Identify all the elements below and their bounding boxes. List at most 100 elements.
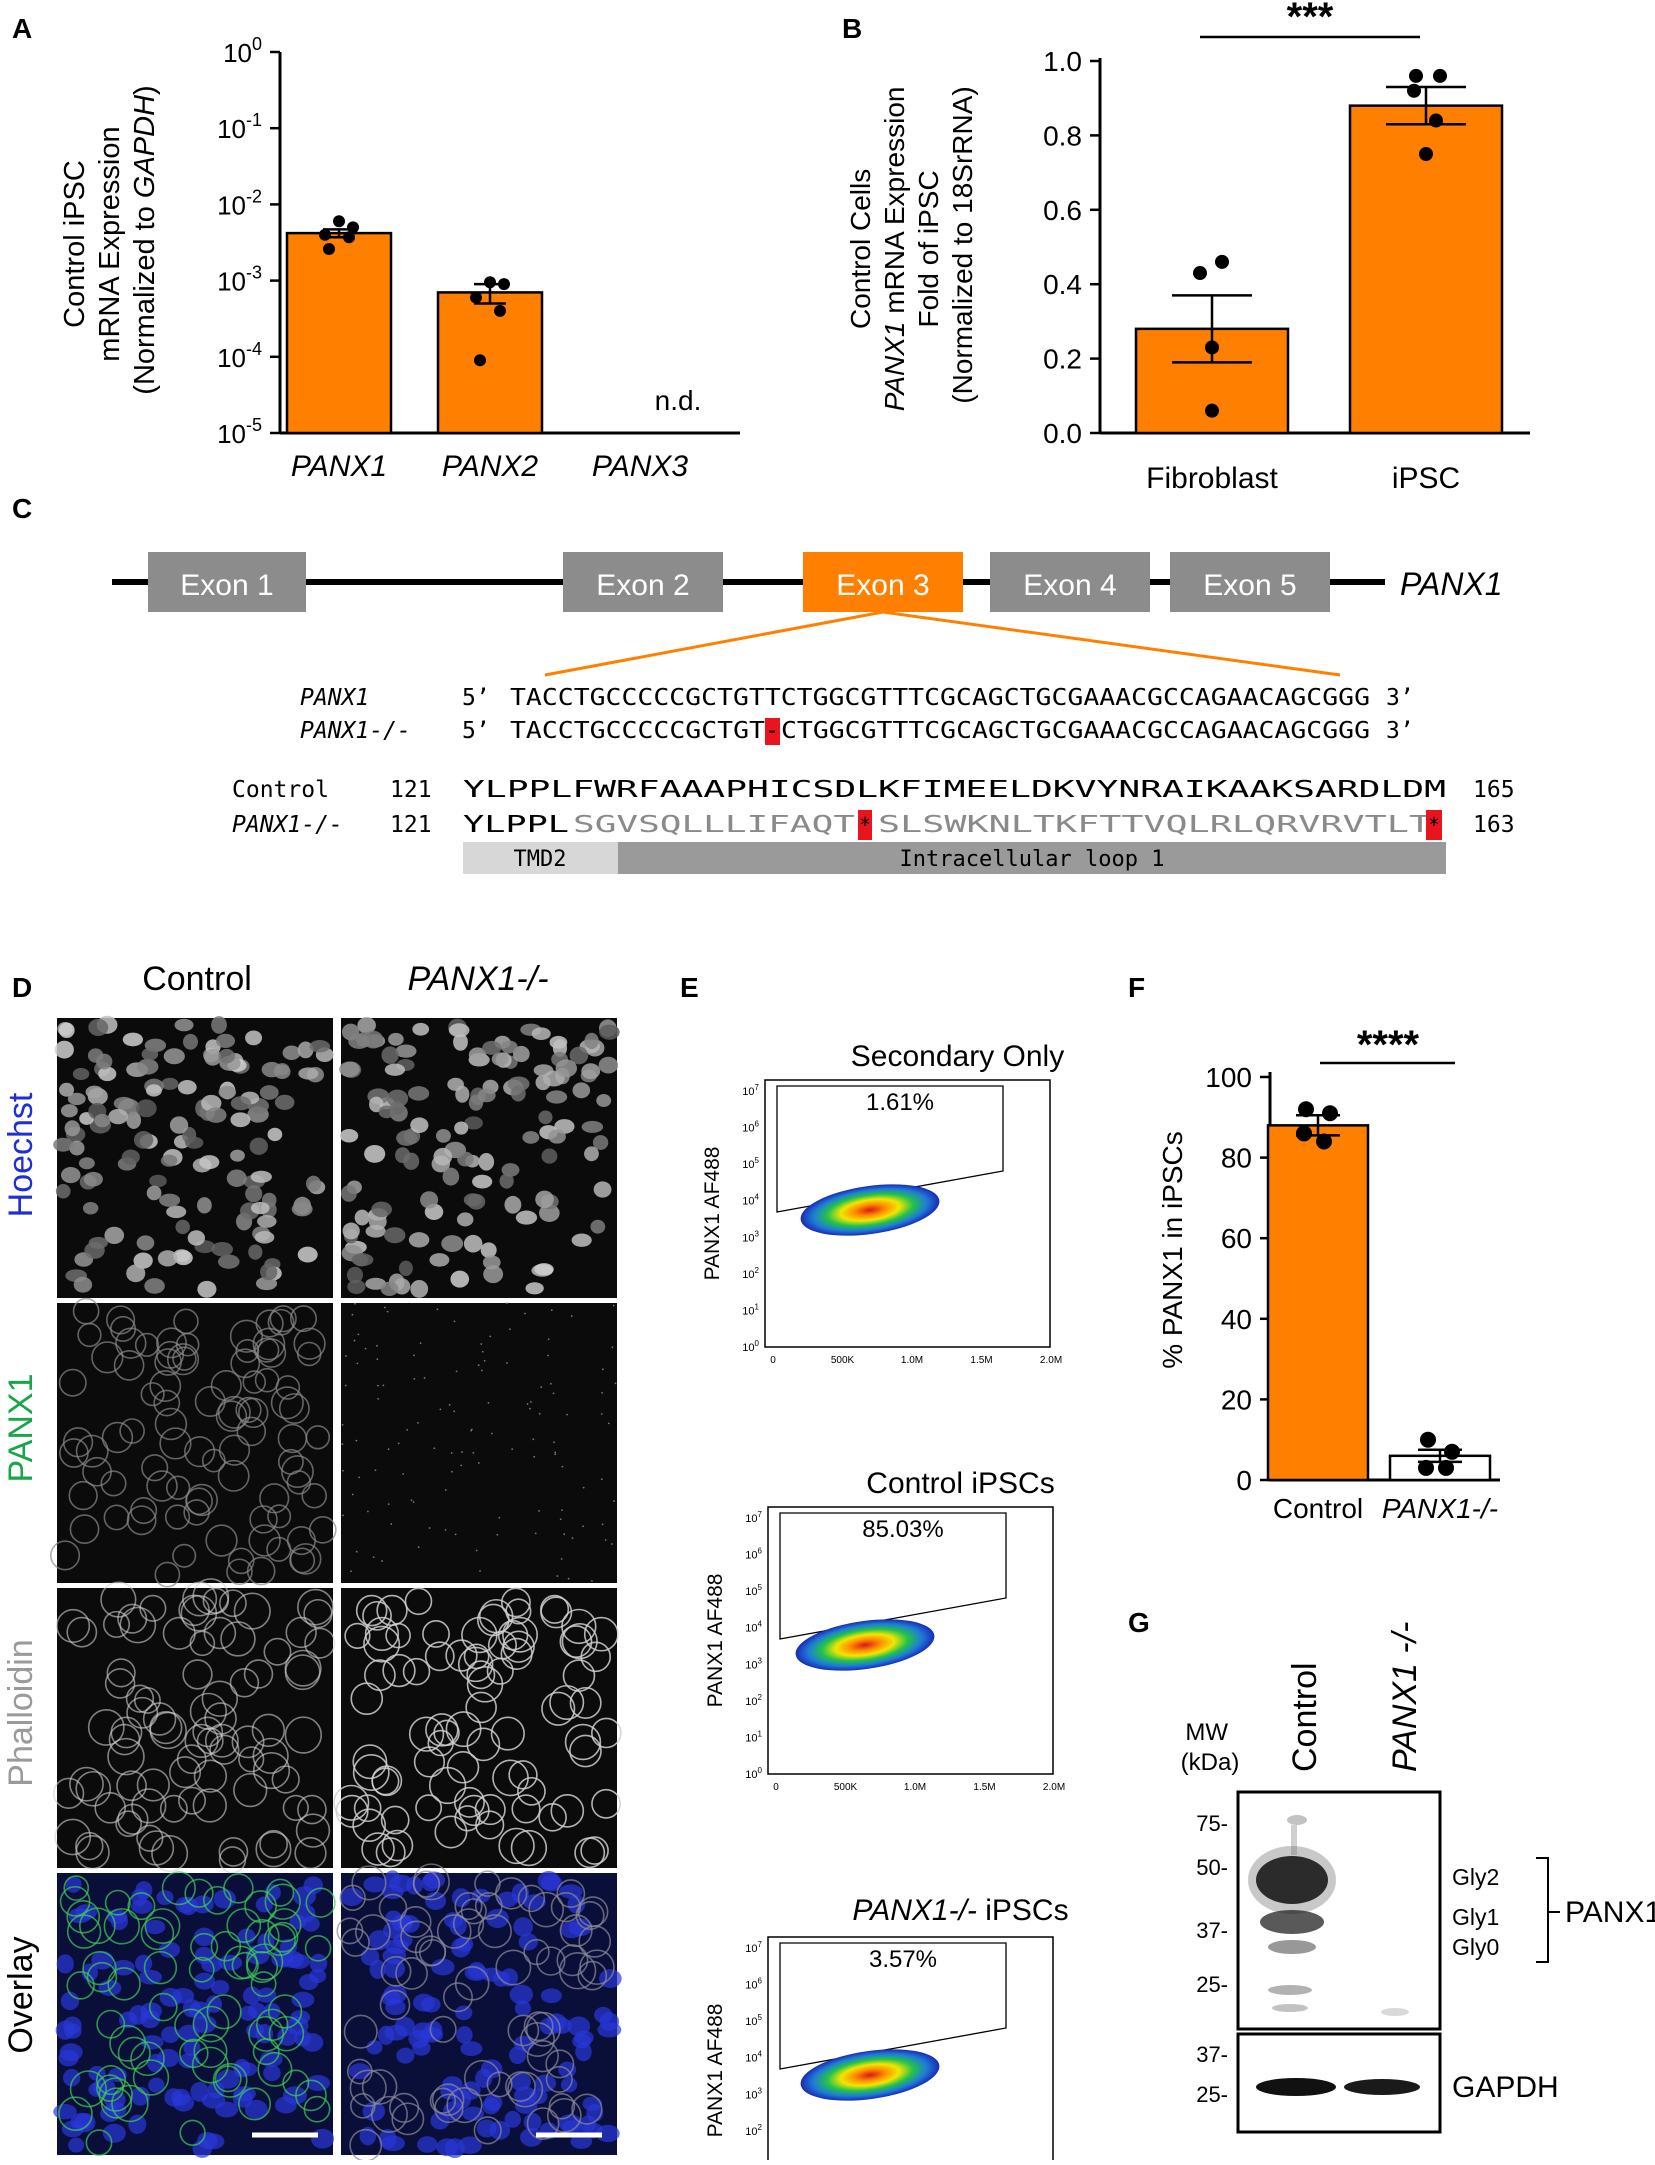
overlay-nucleus (570, 2133, 593, 2149)
membrane-stain (113, 1350, 145, 1381)
speckle (567, 1577, 570, 1580)
flow-plot-title: Secondary Only (851, 1040, 1064, 1073)
overlay-membrane (442, 1982, 473, 2013)
speckle (554, 1453, 557, 1456)
membrane-stain (217, 1395, 251, 1429)
actin-outline (233, 1772, 268, 1808)
nucleus (67, 1092, 86, 1106)
overlay-membrane (517, 1884, 546, 1913)
speckle (553, 1441, 555, 1444)
overlay-membrane (107, 1967, 141, 2001)
membrane-stain (226, 1558, 253, 1586)
nucleus (584, 1032, 599, 1050)
overlay-membrane (343, 2014, 378, 2049)
speckle (547, 1338, 550, 1341)
overlay-membrane (132, 2059, 170, 2096)
actin-outline (380, 1805, 410, 1835)
nucleus (169, 1116, 189, 1134)
nucleus (478, 1153, 495, 1171)
overlay-membrane (95, 2065, 127, 2096)
overlay-nucleus (63, 2016, 82, 2035)
nucleus (500, 1040, 518, 1054)
membrane-stain (101, 1421, 134, 1454)
flow-xtick-label: 500K (834, 1782, 858, 1793)
actin-outline (193, 1759, 228, 1793)
overlay-nucleus (363, 1876, 387, 1893)
nucleus (149, 1174, 167, 1188)
nucleus (121, 1149, 140, 1165)
speckle (453, 1410, 456, 1413)
nucleus (584, 1146, 599, 1162)
overlay-nucleus (458, 2136, 482, 2155)
nucleus (174, 1018, 194, 1032)
panel-label-d: D (12, 972, 32, 1003)
band-ko-gapdh (1344, 2079, 1420, 2095)
actin-outline (591, 1788, 622, 1819)
overlay-nucleus (233, 2086, 256, 2102)
actin-outline (107, 1737, 145, 1776)
membrane-stain (153, 1389, 181, 1417)
overlay-membrane (127, 1892, 156, 1921)
nucleus (531, 1027, 551, 1041)
exon-1-label: Exon 1 (180, 569, 273, 602)
membrane-stain (281, 1455, 314, 1488)
actin-outline (497, 1620, 529, 1651)
actin-outline (218, 1837, 249, 1867)
speckle (374, 1469, 377, 1472)
panel-label-e: E (680, 972, 699, 1003)
flow-plot-title: PANX1-/- iPSCs (852, 1894, 1068, 1927)
aa-ko-seq2: SGVSQLLLIFAQT (573, 812, 855, 838)
actin-outline (540, 1596, 573, 1629)
speckle (376, 1344, 378, 1347)
actin-outline (263, 1637, 292, 1666)
nucleus (108, 1108, 128, 1125)
overlay-membrane (231, 1951, 259, 1980)
nucleus (380, 1281, 399, 1296)
membrane-stain (277, 1448, 304, 1475)
actin-outline (364, 1659, 396, 1692)
speckle (354, 1302, 356, 1305)
panel-g-western: MW (kDa) Control PANX1 -/- 75- 50- 37- 2… (1181, 1621, 1655, 2134)
speckle (364, 1347, 367, 1350)
overlay-nucleus (130, 2086, 151, 2106)
overlay-membrane (495, 1949, 532, 1986)
overlay-membrane (351, 1865, 387, 1901)
actin-outline (434, 1815, 468, 1849)
nucleus (230, 1096, 252, 1111)
speckle (480, 1343, 483, 1345)
seq-ko-deletion-highlight (765, 718, 780, 745)
nucleus (157, 1250, 178, 1267)
nucleus (410, 1117, 429, 1133)
panel-d-row-overlay: Overlay (2, 1936, 40, 2053)
actin-outline (271, 1765, 300, 1794)
actin-outline (303, 1598, 333, 1629)
flow-ytick-label: 105 (745, 2013, 762, 2028)
overlay-membrane (267, 1921, 299, 1953)
overlay-membrane (305, 1887, 336, 1918)
actin-outline (184, 1723, 219, 1758)
actin-outline (424, 1641, 455, 1672)
flow-gate (779, 1942, 1007, 2070)
nucleus (205, 1107, 227, 1123)
panel-b-point (1429, 113, 1443, 128)
panel-b-ytick-label: 0.6 (1043, 195, 1082, 226)
nucleus (477, 1088, 496, 1103)
nucleus (122, 1032, 144, 1047)
actin-outline (385, 1622, 411, 1649)
nucleus (298, 1067, 319, 1080)
speckle (610, 1543, 613, 1545)
nucleus (88, 1236, 108, 1249)
overlay-membrane (523, 2011, 554, 2042)
actin-outline (508, 1760, 538, 1790)
speckle (529, 1401, 532, 1403)
overlay-membrane (188, 1956, 215, 1983)
nucleus (160, 1154, 178, 1167)
nucleus (571, 1233, 592, 1247)
speckle (382, 1384, 385, 1387)
nucleus (468, 1047, 487, 1063)
speckle (560, 1558, 563, 1560)
flow-density-cloud (800, 1184, 940, 1236)
nucleus (82, 1201, 99, 1215)
panel-b-ylabel: Control Cells PANX1 mRNA Expression Fold… (845, 79, 978, 412)
speckle (383, 1306, 386, 1309)
